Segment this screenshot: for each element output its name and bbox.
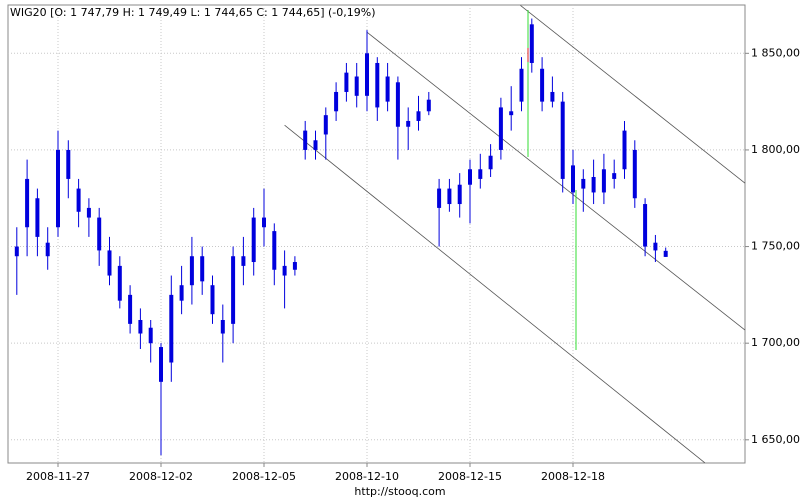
candle-body [354,76,359,96]
candle-body [76,188,81,212]
y-tick-label: 1 800,00 [751,143,800,156]
x-tick-label: 2008-12-18 [541,470,605,483]
candle-body [344,72,349,92]
candle-body [179,285,184,301]
candle-body [292,262,297,270]
candle-body [56,149,60,228]
candle-body [447,188,452,205]
candle-body [643,204,648,247]
candle-body [457,184,462,205]
candle-body [478,169,483,179]
candle-body [437,188,442,208]
candle-body [159,347,163,382]
candle-body [540,68,545,102]
candle-body [220,319,225,334]
candle-body [148,327,153,344]
candle-body [241,256,246,266]
trend-line [366,31,746,331]
candle-body [426,99,431,112]
candle-body [509,111,514,116]
candle-body [117,265,122,301]
candle-body [550,91,555,102]
candle-body [66,149,71,179]
trend-line [520,5,746,184]
candle-body [97,217,102,251]
chart-title: WIG20 [O: 1 747,79 H: 1 749,49 L: 1 744,… [10,6,376,19]
candle-body [653,242,658,251]
candle-body [581,178,586,189]
plot-frame [7,4,746,464]
candle-body [303,130,308,150]
candle-body [25,178,30,228]
candle-body [189,256,194,286]
candle-body [375,62,380,108]
candle-body [612,173,617,179]
y-tick-label: 1 650,00 [751,433,800,446]
y-tick-label: 1 700,00 [751,336,800,349]
candle-body [169,294,174,363]
candle-body [86,207,91,218]
candle-body [323,115,328,135]
candle-body [571,165,575,193]
candle-body [519,68,524,102]
candle-body [231,256,236,324]
y-tick-label: 1 750,00 [751,240,800,253]
candle-body [128,294,133,324]
candle-body [334,91,339,112]
candle-body [622,130,627,170]
x-tick-label: 2008-12-15 [438,470,502,483]
candle-body [282,265,287,276]
candle-body [200,256,205,282]
candle-body [107,250,112,276]
y-tick-label: 1 850,00 [751,46,800,59]
candle-body [210,285,215,315]
candle-body [468,169,472,185]
candle-body [663,250,668,257]
candle-body [272,231,277,270]
x-tick-label: 2008-12-05 [232,470,296,483]
candle-body [45,242,50,257]
candle-body [406,120,411,127]
candle-body [138,319,143,334]
candle-body [488,155,493,170]
candle-body [365,53,369,96]
candle-body [251,217,256,263]
x-tick-label: 2008-12-02 [129,470,193,483]
x-tick-label: 2008-11-27 [26,470,90,483]
candle-body [560,101,565,179]
candle-body [262,217,266,228]
candle-body [385,76,390,102]
candle-body [632,149,637,199]
candle-body [591,176,596,193]
candle-body [416,111,421,121]
candle-body [601,169,606,193]
trend-line [284,124,706,464]
candle-body [14,246,19,257]
candle-body [35,198,40,237]
source-label: http://stooq.com [354,485,445,498]
candle-body [529,24,534,63]
candle-body [498,107,503,150]
x-tick-label: 2008-12-10 [335,470,399,483]
candle-body [395,82,400,127]
candle-body [313,140,318,150]
plot: 1 650,00 1 700,00 1 750,00 1 800,00 1 850,00… [8,5,800,483]
